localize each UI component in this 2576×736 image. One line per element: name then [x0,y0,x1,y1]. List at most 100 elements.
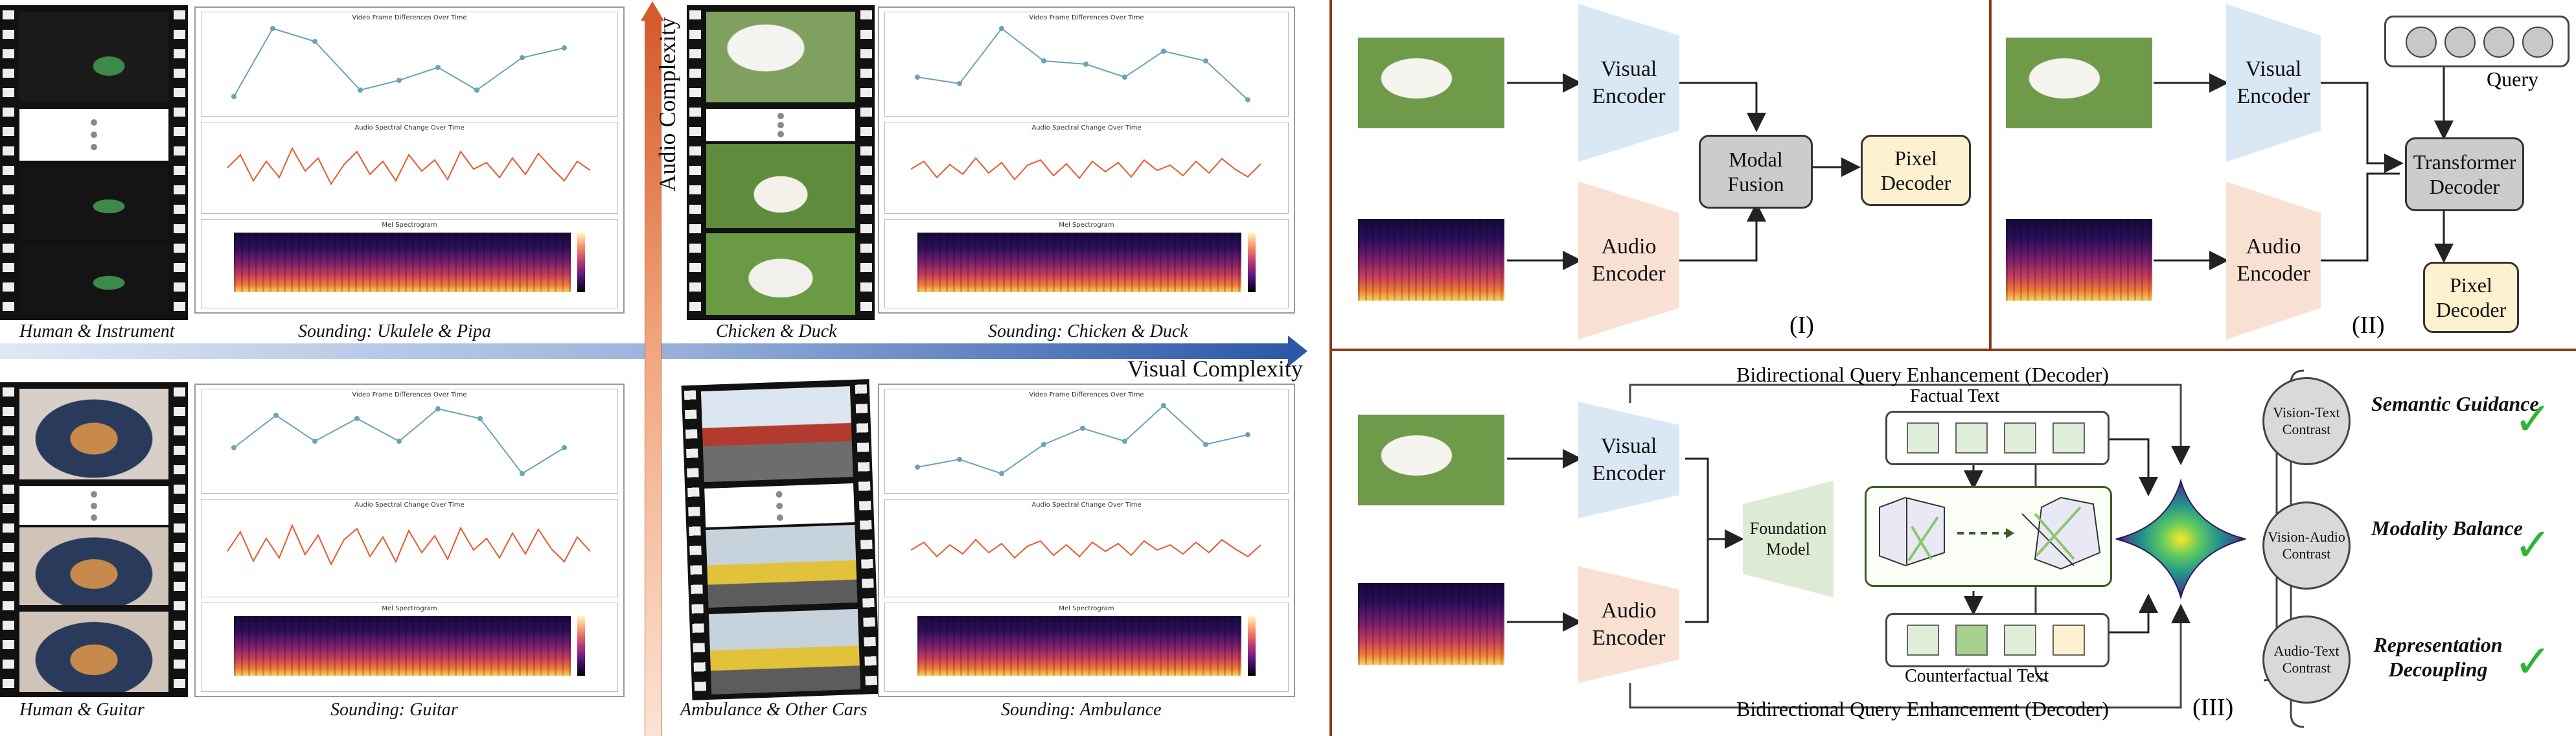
transformer-decoder: Transformer Decoder [2405,137,2524,211]
chart-title: Audio Spectral Change Over Time [354,501,465,509]
visual-complexity-label: Visual Complexity [1127,356,1303,382]
panel-II-label: (II) [2352,312,2385,339]
chart-title: Video Frame Differences Over Time [352,14,467,21]
divider-vertical-top [1989,0,1992,350]
top-query-label: Bidirectional Query Enhancement (Decoder… [1736,363,2109,386]
video-frame [19,244,168,315]
chart-title: Mel Spectrogram [1059,222,1114,229]
video-frame [706,12,855,102]
analysis-panel: Video Frame Differences Over Time Audio … [878,384,1295,697]
video-frame [700,386,853,483]
video-frame [19,12,168,102]
quadrant-caption: Chicken & Duck [716,321,837,341]
chart-title: Mel Spectrogram [1059,605,1114,612]
filmstrip [681,379,880,700]
mel-spectrogram: Mel Spectrogram [201,219,618,308]
mel-spectrogram: Mel Spectrogram [884,603,1289,692]
left-figure: Visual Complexity Audio Complexity Human… [0,1,1307,736]
video-frame [1358,415,1504,505]
pixel-decoder: Pixel Decoder [1861,135,1971,206]
factual-text-slots [1885,411,2110,465]
analysis-panel: Video Frame Differences Over Time Audio … [194,384,625,697]
divider-vertical-main [1329,0,1332,736]
panel-II-arrows [2154,65,2454,270]
frame-diff-chart: Video Frame Differences Over Time [201,12,618,117]
counterfactual-text-label: Counterfactual Text [1905,666,2049,686]
video-frame [19,612,168,692]
audio-change-chart: Audio Spectral Change Over Time [884,499,1289,597]
video-frame [708,608,861,695]
query-tokens [2384,16,2570,67]
visual-complexity-arrowhead [1288,336,1307,367]
check-icon: ✓ [2514,518,2552,571]
modal-fusion: Modal Fusion [1699,135,1813,209]
check-icon: ✓ [2514,393,2552,446]
modality-balance-label: Modality Balance [2371,516,2523,540]
sounding-label: Sounding: Guitar [330,700,458,720]
video-frame [706,144,855,228]
audio-complexity-label: Audio Complexity [654,17,680,192]
quadrant-caption: Ambulance & Other Cars [680,700,868,720]
chart-title: Video Frame Differences Over Time [1029,14,1144,21]
representation-decoupling-label: Representation Decoupling [2373,633,2503,682]
video-frame [19,527,168,605]
quadrant-caption: Human & Guitar [19,700,144,720]
mel-spectrogram: Mel Spectrogram [884,219,1289,308]
panel-I-label: (I) [1789,312,1814,339]
video-frame [706,233,855,315]
chart-title: Mel Spectrogram [382,222,437,229]
vision-text-contrast: Vision-Text Contrast [2262,377,2351,465]
factual-text-label: Factual Text [1910,386,2000,406]
sounding-label: Sounding: Ukulele & Pipa [298,321,491,341]
visual-encoder-label: Visual Encoder [1592,56,1666,109]
audio-complexity-arrow [645,19,661,736]
spectrogram-image [1358,219,1504,301]
video-frame [706,524,858,608]
filmstrip [687,5,875,320]
audio-encoder: Audio Encoder [2226,181,2321,339]
audio-text-contrast: Audio-Text Contrast [2262,615,2351,704]
chart-title: Audio Spectral Change Over Time [1031,124,1142,132]
mel-spectrogram: Mel Spectrogram [201,603,618,692]
chart-title: Video Frame Differences Over Time [352,391,467,398]
audio-encoder: Audio Encoder [1578,566,1679,683]
analysis-panel: Video Frame Differences Over Time Audio … [878,6,1295,314]
pixel-decoder: Pixel Decoder [2423,262,2519,333]
chart-title: Audio Spectral Change Over Time [1031,501,1142,509]
vector-space-icon [1879,496,2101,570]
audio-change-chart: Audio Spectral Change Over Time [201,122,618,214]
video-frame [2006,38,2152,128]
query-label: Query [2487,67,2538,91]
chart-title: Mel Spectrogram [382,605,437,612]
analysis-panel: Video Frame Differences Over Time Audio … [194,6,625,314]
divider-horizontal [1332,349,2576,351]
spectrogram-image [2006,219,2152,301]
audio-change-chart: Audio Spectral Change Over Time [201,499,618,597]
frame-diff-chart: Video Frame Differences Over Time [884,12,1289,117]
sounding-label: Sounding: Chicken & Duck [988,321,1188,341]
spectrogram-image [1358,583,1504,665]
frame-diff-chart: Video Frame Differences Over Time [201,389,618,494]
bottom-query-label: Bidirectional Query Enhancement (Decoder… [1736,697,2109,720]
vision-audio-contrast: Vision-Audio Contrast [2262,501,2351,590]
video-frame [19,167,168,238]
video-frame [1358,38,1504,128]
panel-I-arrows [1507,73,1861,270]
quadrant-caption: Human & Instrument [19,321,175,341]
counterfactual-text-slots [1885,613,2110,667]
filmstrip [0,5,188,320]
visual-encoder: Visual Encoder [2226,4,2321,162]
filmstrip [0,382,188,697]
semantic-guidance-label: Semantic Guidance [2371,392,2539,415]
visual-encoder: Visual Encoder [1578,4,1679,162]
visual-encoder: Visual Encoder [1578,402,1679,518]
audio-encoder-label: Audio Encoder [1592,234,1666,286]
chart-title: Video Frame Differences Over Time [1029,391,1144,398]
check-icon: ✓ [2514,635,2552,688]
chart-title: Audio Spectral Change Over Time [354,124,465,132]
frame-diff-chart: Video Frame Differences Over Time [884,389,1289,494]
panel-III-label: (III) [2192,694,2234,721]
video-frame [19,389,168,479]
audio-complexity-arrowhead [641,1,664,21]
sounding-label: Sounding: Ambulance [1001,700,1162,720]
